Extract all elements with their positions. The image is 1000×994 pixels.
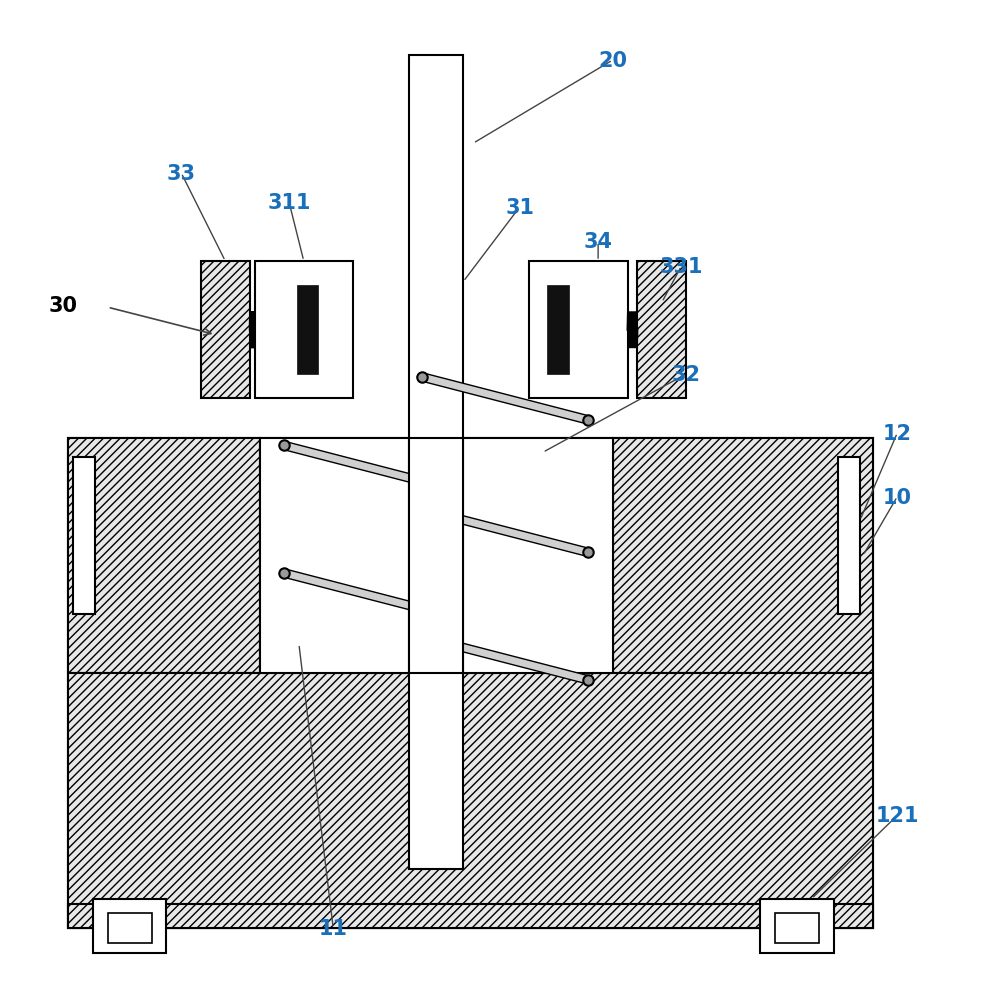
Bar: [775, 913, 819, 943]
Bar: [255, 261, 353, 399]
Bar: [93, 899, 166, 953]
Text: 311: 311: [267, 193, 311, 213]
Bar: [529, 261, 628, 399]
Bar: [201, 261, 250, 399]
Bar: [260, 438, 613, 673]
Bar: [108, 913, 152, 943]
Bar: [637, 261, 686, 399]
Bar: [297, 286, 318, 375]
Text: 12: 12: [883, 423, 912, 443]
Text: 33: 33: [167, 164, 196, 184]
Bar: [409, 438, 463, 673]
Bar: [409, 56, 463, 870]
Bar: [838, 458, 860, 614]
Text: 31: 31: [505, 198, 534, 218]
Text: 10: 10: [883, 487, 912, 507]
Bar: [68, 673, 873, 928]
Bar: [68, 904, 873, 928]
Bar: [547, 286, 569, 375]
Bar: [613, 438, 873, 673]
Text: 32: 32: [672, 365, 701, 385]
Text: 20: 20: [598, 51, 627, 71]
Text: 331: 331: [660, 256, 703, 276]
Bar: [68, 438, 260, 673]
Text: 34: 34: [584, 233, 613, 252]
Bar: [73, 458, 95, 614]
Text: 11: 11: [319, 918, 348, 938]
Text: 30: 30: [49, 296, 78, 316]
Bar: [760, 899, 834, 953]
Bar: [68, 438, 873, 928]
Text: 121: 121: [876, 805, 919, 826]
